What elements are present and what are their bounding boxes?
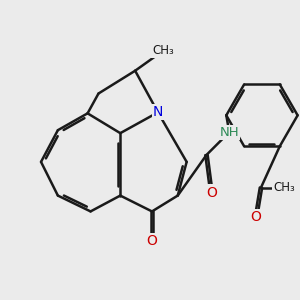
- Text: O: O: [250, 210, 261, 224]
- Text: O: O: [146, 234, 158, 248]
- Text: CH₃: CH₃: [273, 181, 295, 194]
- Text: N: N: [153, 105, 163, 119]
- Text: CH₃: CH₃: [152, 44, 174, 57]
- Text: O: O: [206, 186, 217, 200]
- Text: NH: NH: [219, 126, 239, 139]
